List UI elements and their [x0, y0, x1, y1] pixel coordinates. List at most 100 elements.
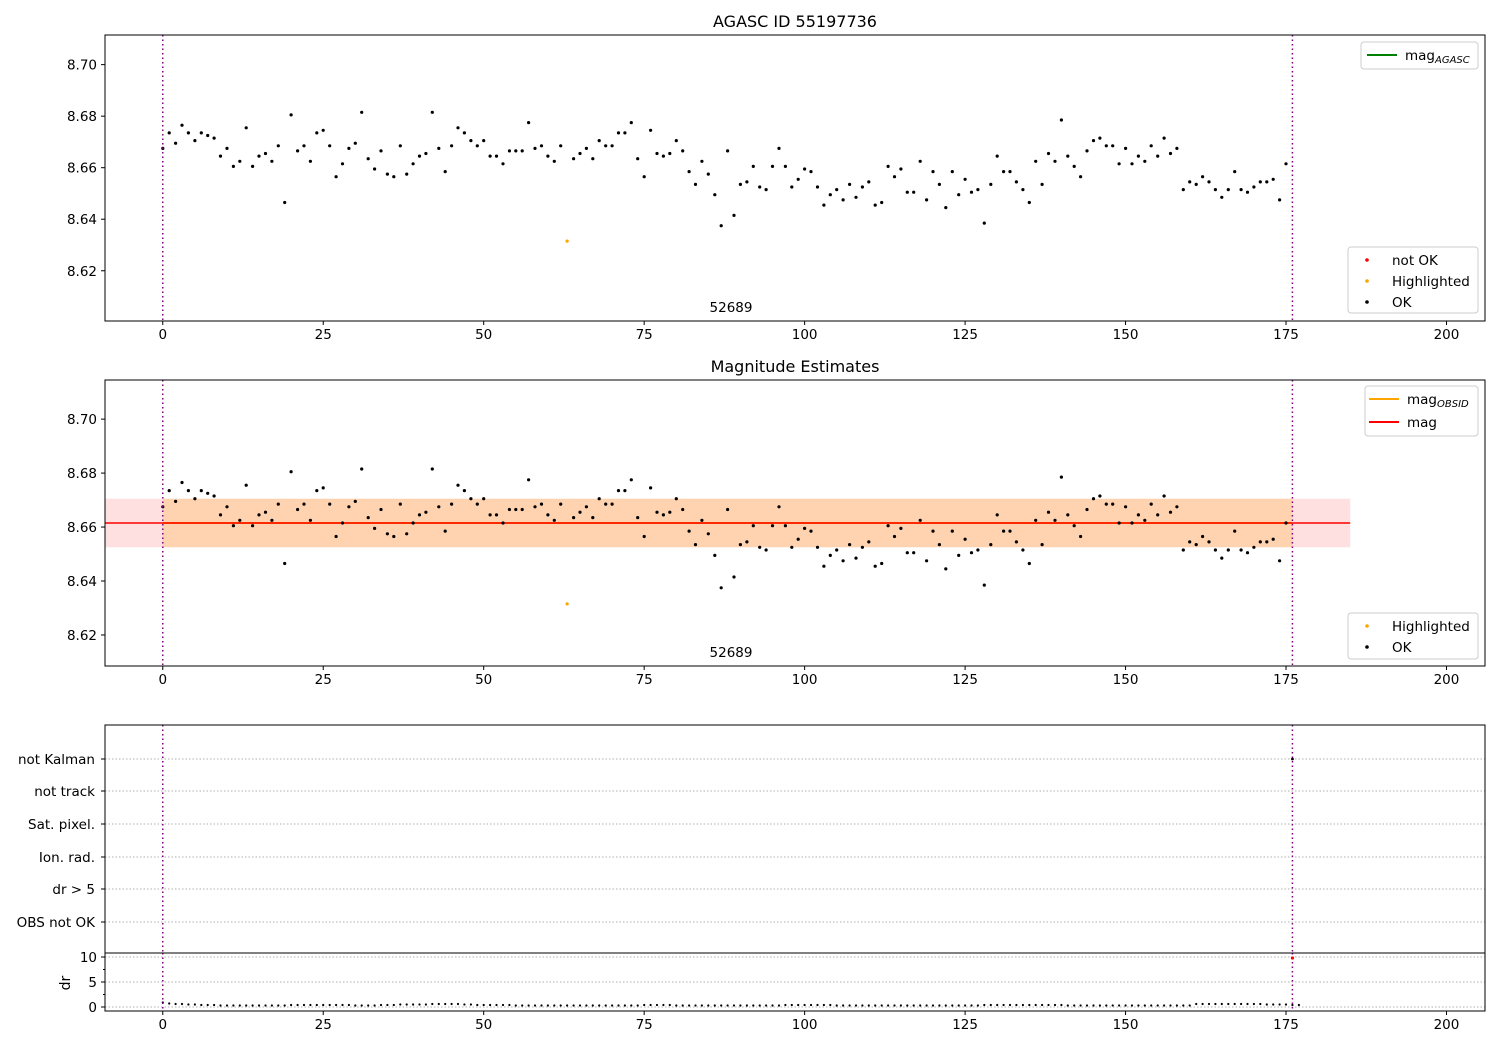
ok-point: [822, 564, 826, 568]
ok-point: [610, 502, 614, 506]
ok-point: [379, 149, 383, 153]
dr-point: [431, 1002, 434, 1006]
ok-point: [244, 483, 248, 487]
ok-point: [803, 526, 807, 531]
ok-point: [642, 175, 646, 179]
dr-point: [944, 1004, 947, 1007]
ok-point: [751, 524, 755, 528]
y-tick-label: 8.66: [67, 161, 97, 177]
ok-point: [1194, 543, 1198, 547]
dr-point: [1252, 1002, 1255, 1006]
ok-point: [520, 507, 524, 512]
ok-point: [1175, 505, 1179, 509]
ok-point: [661, 154, 666, 158]
ok-point: [880, 561, 884, 566]
ok-point: [751, 164, 755, 168]
dr-point: [720, 1004, 723, 1007]
dr-panel: 0 25 50 75 100 125 150 175 200 0 5 10 dr: [58, 950, 1486, 1033]
ok-point: [238, 518, 242, 522]
ok-point: [841, 559, 845, 563]
ok-point: [969, 551, 974, 555]
ok-point: [1252, 545, 1256, 549]
ok-point: [450, 144, 454, 148]
ok-point: [636, 157, 640, 161]
ok-point: [283, 561, 287, 566]
top-annotation: 52689: [710, 300, 753, 316]
ok-point: [867, 540, 871, 544]
dr-point: [187, 1003, 190, 1006]
dr-point: [309, 1003, 312, 1007]
dr-point: [835, 1004, 838, 1007]
ok-point: [539, 502, 544, 506]
ok-point: [212, 494, 216, 498]
ok-point: [957, 193, 961, 197]
dr-point: [553, 1004, 556, 1007]
dr-point: [662, 1003, 665, 1007]
ok-point: [835, 188, 839, 192]
ok-point: [777, 146, 781, 150]
ok-point: [507, 149, 511, 153]
x-tick-label: 175: [1273, 1017, 1299, 1033]
dr-point: [931, 1004, 935, 1007]
ok-point: [1213, 548, 1217, 552]
legend-label-subscript: OBSID: [1437, 399, 1469, 410]
dr-point: [1201, 1002, 1204, 1006]
ok-point: [597, 497, 601, 501]
dr-point: [803, 1003, 806, 1007]
ok-point: [687, 529, 691, 533]
ok-point: [1162, 136, 1166, 140]
ok-point: [494, 513, 499, 517]
dr-point: [1233, 1002, 1236, 1006]
ok-point: [1207, 180, 1211, 184]
dr-point: [1034, 1003, 1037, 1007]
ok-point: [1233, 529, 1237, 533]
ok-point: [373, 526, 377, 531]
x-tick-label: 50: [475, 672, 492, 688]
ok-point: [1175, 146, 1179, 150]
ok-point: [1156, 154, 1160, 158]
dr-point: [758, 1004, 761, 1007]
dr-point: [854, 1004, 858, 1007]
ok-point: [1053, 518, 1057, 522]
dr-point: [367, 1004, 370, 1007]
dr-point: [604, 1004, 607, 1007]
ok-point: [848, 543, 852, 547]
top-legend-status: not OK Highlighted OK: [1347, 246, 1479, 314]
dr-point: [809, 1003, 813, 1007]
flag-category-label: Sat. pixel.: [28, 817, 95, 833]
dr-point: [1041, 1003, 1044, 1007]
ok-point: [174, 499, 178, 503]
ok-point: [527, 121, 531, 125]
ok-point: [450, 502, 454, 506]
dr-point: [899, 1004, 903, 1007]
ok-point: [783, 524, 788, 528]
ok-point: [263, 151, 268, 156]
ok-point: [1002, 170, 1006, 174]
ok-point: [411, 162, 415, 166]
ok-point: [668, 151, 672, 156]
x-tick-label: 75: [636, 1017, 653, 1033]
ok-point: [867, 180, 871, 184]
ok-point: [616, 489, 621, 493]
legend-label-subscript: AGASC: [1434, 55, 1470, 66]
ok-point: [334, 534, 338, 539]
mid-plot-frame: [104, 379, 1486, 667]
dr-point: [1111, 1004, 1114, 1007]
dr-point: [951, 1004, 954, 1007]
x-tick-label: 175: [1273, 672, 1299, 688]
x-tick-label: 150: [1113, 1017, 1139, 1033]
ok-point: [482, 497, 486, 501]
ok-point: [1239, 188, 1243, 192]
ok-point: [1181, 548, 1185, 552]
ok-point: [1034, 518, 1038, 522]
ok-point: [1181, 188, 1185, 192]
legend-label: Highlighted: [1392, 619, 1470, 635]
ok-point: [437, 505, 441, 509]
dr-point: [752, 1004, 755, 1007]
dr-point: [912, 1004, 915, 1007]
dr-point: [412, 1003, 415, 1006]
ok-point: [1284, 521, 1288, 525]
dr-point: [578, 1004, 582, 1007]
dr-point: [732, 1004, 736, 1007]
ok-point: [398, 502, 402, 506]
